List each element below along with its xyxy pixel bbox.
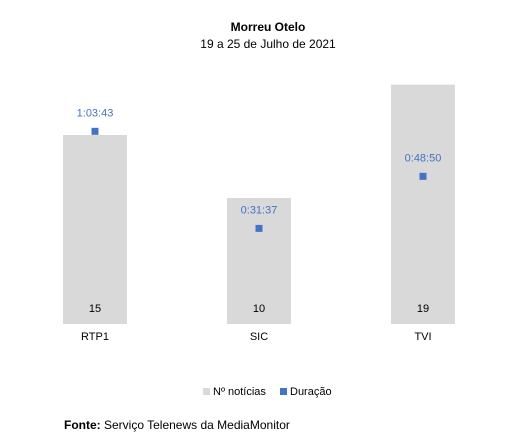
category-label-tvi: TVI: [414, 331, 431, 343]
legend-swatch-noticias: [203, 388, 210, 395]
legend-label-duracao: Duração: [290, 386, 332, 398]
duration-label-tvi: 0:48:50: [405, 152, 442, 164]
chart-subtitle: 19 a 25 de Julho de 2021: [200, 37, 336, 51]
duration-marker-tvi: [419, 172, 427, 180]
bar-rtp1: [63, 135, 127, 324]
duration-marker-sic: [255, 224, 263, 232]
count-label-rtp1: 15: [89, 303, 101, 315]
plot-area: 15 1:03:43 RTP1 10 0:31:37 SIC 19 0:48:50 TVI: [63, 84, 455, 343]
category-label-rtp1: RTP1: [81, 331, 109, 343]
legend-label-noticias: Nº notícias: [213, 386, 266, 398]
legend: Nº notícias Duração: [203, 386, 332, 398]
duration-label-sic: 0:31:37: [241, 204, 278, 216]
bar-tvi: [391, 84, 455, 324]
bar-sic: [227, 198, 291, 324]
count-label-sic: 10: [253, 303, 265, 315]
source-label: Fonte:: [64, 418, 101, 432]
source-note: Fonte: Serviço Telenews da MediaMonitor: [64, 418, 290, 432]
category-label-sic: SIC: [250, 331, 268, 343]
duration-label-rtp1: 1:03:43: [77, 107, 114, 119]
chart-title: Morreu Otelo: [231, 20, 306, 34]
chart: Morreu Otelo 19 a 25 de Julho de 2021 15…: [63, 20, 455, 398]
count-label-tvi: 19: [417, 303, 429, 315]
source-text: Serviço Telenews da MediaMonitor: [100, 418, 290, 432]
duration-marker-rtp1: [91, 127, 99, 135]
legend-swatch-duracao: [280, 388, 287, 395]
